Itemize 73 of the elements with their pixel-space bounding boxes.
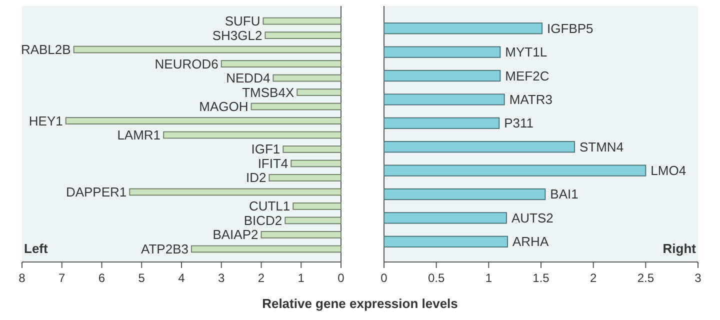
y-tick-label: ATP2B3 [141, 241, 188, 256]
bar [284, 216, 342, 224]
annotation: Left [24, 241, 48, 256]
x-tick-label: 6 [98, 271, 106, 285]
bar [384, 70, 501, 82]
x-tick-label: 2 [258, 271, 265, 285]
y-tick-label: DAPPER1 [66, 184, 127, 200]
y-tick-label: BAIAP2 [212, 227, 258, 242]
bar [384, 22, 543, 34]
bar [65, 117, 342, 124]
bar [384, 164, 646, 176]
x-tick-label: 5 [138, 271, 146, 285]
y-tick-label: ID2 [246, 170, 266, 186]
x-tick-label: 0 [338, 271, 345, 285]
bar [296, 88, 342, 96]
x-tick-label: 4 [178, 271, 186, 285]
bar [272, 74, 342, 82]
y-tick-label: AUTS2 [511, 210, 554, 226]
y-tick-label: SH3GL2 [212, 28, 262, 43]
bar [292, 202, 342, 210]
x-axis-title: Relative gene expression levels [262, 296, 458, 311]
bar [250, 102, 342, 110]
y-tick-label: TMSB4X [242, 84, 294, 100]
x-tick-label: 1 [298, 271, 305, 285]
bar [73, 46, 342, 54]
y-tick-label: LAMR1 [117, 128, 161, 142]
y-tick-label: MYT1L [505, 44, 548, 60]
bar [220, 60, 342, 68]
bar [268, 174, 342, 182]
x-tick-label: 0.5 [428, 271, 445, 285]
bar [290, 160, 342, 168]
bar [384, 94, 505, 106]
annotation: Right [662, 241, 697, 256]
y-tick-label: NEDD4 [226, 70, 270, 86]
y-tick-label: IGFBP5 [547, 20, 594, 36]
y-tick-label: RABL2B [20, 42, 71, 58]
y-tick-label: STMN4 [579, 139, 624, 154]
y-tick-label: NEUROD6 [154, 56, 218, 72]
bar [384, 46, 501, 58]
y-tick-label: CUTL1 [248, 198, 290, 214]
bar [129, 188, 342, 196]
y-tick-label: IFIT4 [258, 156, 288, 171]
x-tick-label: 2 [590, 271, 597, 285]
y-tick-label: MAGOH [199, 99, 248, 114]
x-tick-label: 8 [18, 271, 26, 285]
bar [384, 141, 575, 153]
bar [282, 146, 342, 153]
bar [190, 245, 342, 253]
bar [264, 32, 342, 39]
x-tick-label: 0 [380, 271, 388, 285]
y-tick-label: SUFU [224, 14, 260, 29]
y-tick-label: ARHA [512, 234, 549, 250]
bar [260, 231, 342, 238]
y-tick-label: IGF1 [251, 142, 280, 157]
x-tick-label: 1 [485, 271, 492, 285]
bar [163, 131, 342, 139]
x-tick-label: 2.5 [637, 271, 654, 285]
x-tick-label: 3 [218, 271, 226, 285]
bar [384, 188, 546, 200]
bar [384, 117, 500, 129]
bar [384, 236, 508, 248]
y-tick-label: LMO4 [650, 163, 686, 178]
y-tick-label: BICD2 [244, 212, 282, 228]
y-tick-label: BAI1 [550, 186, 578, 202]
y-tick-label: HEY1 [28, 113, 63, 128]
y-tick-label: MATR3 [509, 92, 552, 107]
y-tick-label: P311 [504, 116, 534, 131]
x-tick-label: 7 [58, 271, 66, 285]
x-tick-label: 1.5 [532, 271, 550, 285]
bar [262, 17, 342, 25]
bar [384, 212, 507, 224]
x-tick-label: 3 [694, 271, 702, 285]
y-tick-label: MEF2C [505, 68, 550, 84]
